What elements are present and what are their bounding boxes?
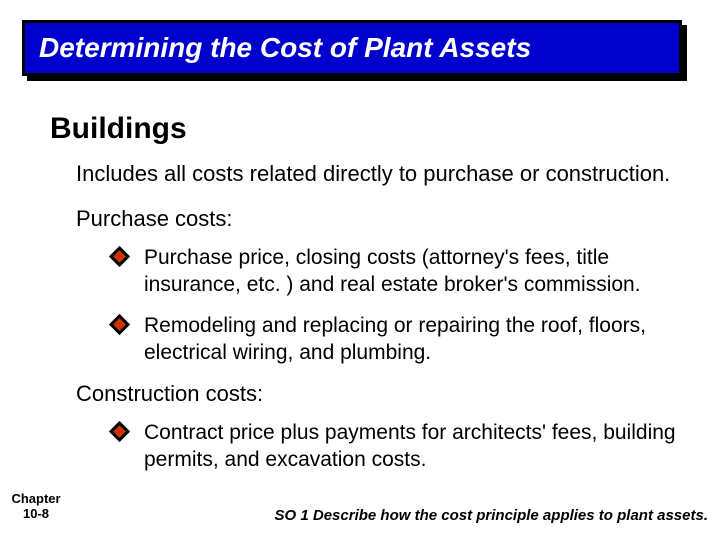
diamond-bullet-icon [112, 249, 127, 264]
subtitle: Buildings [50, 112, 692, 146]
title-bar: Determining the Cost of Plant Assets [22, 20, 682, 76]
bullet-text: Contract price plus payments for archite… [144, 421, 676, 471]
chapter-label: Chapter 10-8 [6, 491, 66, 522]
footer-note: SO 1 Describe how the cost principle app… [275, 507, 708, 524]
list-item: Purchase price, closing costs (attorney'… [112, 244, 692, 299]
purchase-label: Purchase costs: [76, 206, 692, 232]
list-item: Contract price plus payments for archite… [112, 419, 692, 474]
chapter-number: 10-8 [23, 506, 49, 521]
list-item: Remodeling and replacing or repairing th… [112, 312, 692, 367]
bullet-text: Purchase price, closing costs (attorney'… [144, 246, 641, 296]
chapter-word: Chapter [11, 491, 60, 506]
content-area: Buildings Includes all costs related dir… [50, 112, 692, 487]
intro-text: Includes all costs related directly to p… [76, 160, 692, 188]
construction-bullets: Contract price plus payments for archite… [112, 419, 692, 474]
construction-label: Construction costs: [76, 381, 692, 407]
purchase-bullets: Purchase price, closing costs (attorney'… [112, 244, 692, 367]
diamond-bullet-icon [112, 317, 127, 332]
diamond-bullet-icon [112, 424, 127, 439]
bullet-text: Remodeling and replacing or repairing th… [144, 314, 646, 364]
slide-title: Determining the Cost of Plant Assets [39, 32, 531, 64]
